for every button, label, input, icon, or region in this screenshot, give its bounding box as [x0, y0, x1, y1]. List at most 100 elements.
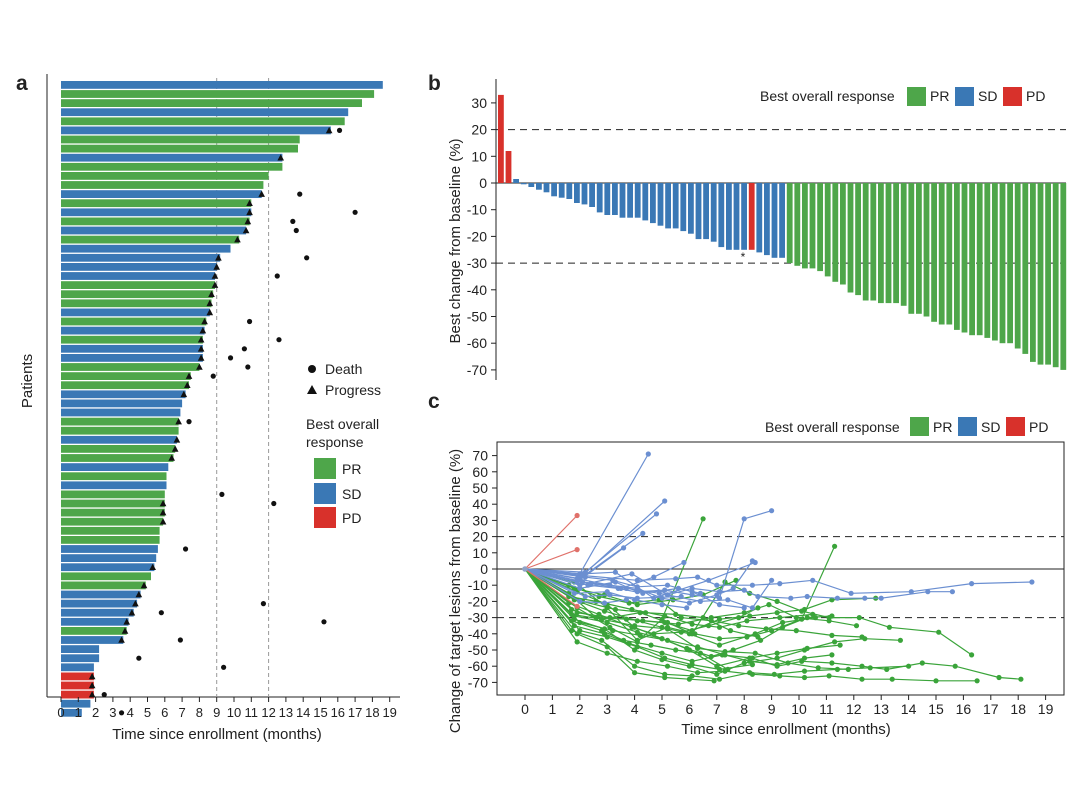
- trajectory-point: [708, 615, 714, 621]
- patient-bar: [61, 290, 214, 299]
- panel-b-y-tick-label: -60: [467, 335, 487, 351]
- waterfall-bar: [870, 183, 877, 301]
- trajectory-point: [716, 624, 723, 630]
- patient-bar: [61, 536, 160, 544]
- waterfall-bar: [741, 183, 747, 250]
- patient-bar: [61, 153, 283, 162]
- death-marker: [246, 318, 253, 325]
- patient-bar: [61, 463, 169, 471]
- trajectory-point: [632, 663, 638, 669]
- progress-marker: [175, 418, 182, 425]
- panel-c-y-tick-label: 60: [472, 464, 488, 480]
- patient-bar: [61, 499, 165, 508]
- panel-b-legend: Best overall response PR SD PD: [760, 87, 1045, 106]
- progress-marker: [132, 600, 139, 607]
- panel-c-x-tick-label: 9: [768, 701, 776, 717]
- trajectory-point: [1029, 579, 1035, 585]
- death-marker: [352, 209, 358, 215]
- trajectory-point: [832, 639, 838, 645]
- trajectory-point: [799, 608, 805, 614]
- waterfall-bar: [581, 183, 588, 205]
- waterfall-bar: [954, 183, 960, 330]
- panel-c-x-tick-label: 10: [791, 701, 807, 717]
- patient-bar: [61, 617, 129, 626]
- legend-progress-marker: [307, 385, 317, 394]
- trajectory-point: [716, 616, 723, 622]
- waterfall-bar: [703, 183, 709, 240]
- panel-label-a: a: [16, 72, 28, 95]
- waterfall-bar: [931, 183, 937, 322]
- panel-c-y-tick-label: -60: [468, 658, 488, 674]
- trajectory-point: [711, 678, 717, 684]
- panel-a-x-tick-label: 8: [196, 705, 203, 720]
- patient-bar: [61, 681, 94, 690]
- panel-c-legend-title: Best overall response: [765, 419, 900, 435]
- panel-c-x-tick-label: 2: [576, 701, 584, 717]
- panel-c-legend-sd-swatch: [958, 417, 977, 436]
- progress-marker: [197, 336, 205, 343]
- panel-c-y-tick-label: 50: [472, 480, 488, 496]
- patient-bar: [61, 90, 375, 98]
- patient-trajectory-line: [524, 568, 627, 604]
- patient-bar: [61, 335, 203, 344]
- progress-marker: [211, 281, 219, 288]
- patient-bar: [61, 590, 141, 599]
- panel-c-x-tick-label: 13: [873, 701, 889, 717]
- patient-bar: [61, 99, 362, 107]
- trajectory-point: [697, 650, 704, 656]
- waterfall-bar: [596, 183, 603, 213]
- panel-b-legend-pd-label: PD: [1026, 88, 1045, 104]
- legend-pd-swatch: [314, 507, 336, 528]
- trajectory-point: [681, 559, 687, 566]
- trajectory-point: [714, 671, 720, 677]
- panel-c-legend-pr-label: PR: [933, 419, 952, 435]
- trajectory-point: [651, 574, 657, 580]
- trajectory-point: [664, 663, 671, 669]
- patient-bar: [61, 244, 231, 253]
- panel-c-legend-pd-label: PD: [1029, 419, 1048, 435]
- patient-trajectory-line: [524, 568, 876, 632]
- waterfall-bar: [824, 183, 831, 277]
- trajectory-point: [662, 498, 668, 504]
- panel-c-legend: Best overall response PR SD PD: [765, 417, 1048, 436]
- trajectory-point: [582, 593, 588, 600]
- death-marker: [227, 355, 234, 361]
- panel-c-y-tick-label: 10: [472, 545, 488, 561]
- patient-bar: [61, 708, 82, 717]
- progress-marker: [88, 672, 96, 680]
- trajectory-point: [569, 606, 575, 613]
- trajectory-point: [722, 649, 728, 655]
- trajectory-point: [588, 581, 594, 587]
- trajectory-point: [607, 592, 613, 598]
- trajectory-point: [621, 545, 627, 551]
- patient-bar: [61, 308, 210, 317]
- waterfall-bar: [847, 183, 854, 293]
- panel-c-y-tick-label: 40: [472, 496, 488, 512]
- trajectory-point: [884, 666, 890, 673]
- panel-c-y-tick-label: 70: [472, 448, 488, 464]
- progress-marker: [118, 636, 125, 643]
- progress-marker: [234, 236, 241, 243]
- patient-bar: [61, 217, 250, 226]
- trajectory-point: [777, 581, 783, 587]
- trajectory-point: [949, 589, 956, 595]
- legend-pr-label: PR: [342, 461, 361, 477]
- trajectory-point: [700, 516, 706, 522]
- trajectory-point: [579, 571, 586, 577]
- trajectory-point: [878, 595, 884, 601]
- patient-bar: [61, 481, 167, 490]
- death-marker: [293, 227, 299, 234]
- patient-bar: [61, 372, 191, 380]
- trajectory-point: [706, 577, 712, 583]
- baseline-point: [522, 566, 528, 572]
- panel-a-x-tick-label: 9: [213, 705, 220, 720]
- progress-marker: [197, 354, 205, 361]
- waterfall-bar: [862, 183, 869, 301]
- trajectory-point: [601, 600, 608, 606]
- waterfall-bar: [672, 183, 679, 229]
- trajectory-point: [725, 666, 731, 673]
- patient-trajectory-line: [524, 568, 863, 638]
- progress-marker: [128, 609, 136, 616]
- trajectory-point: [648, 642, 654, 648]
